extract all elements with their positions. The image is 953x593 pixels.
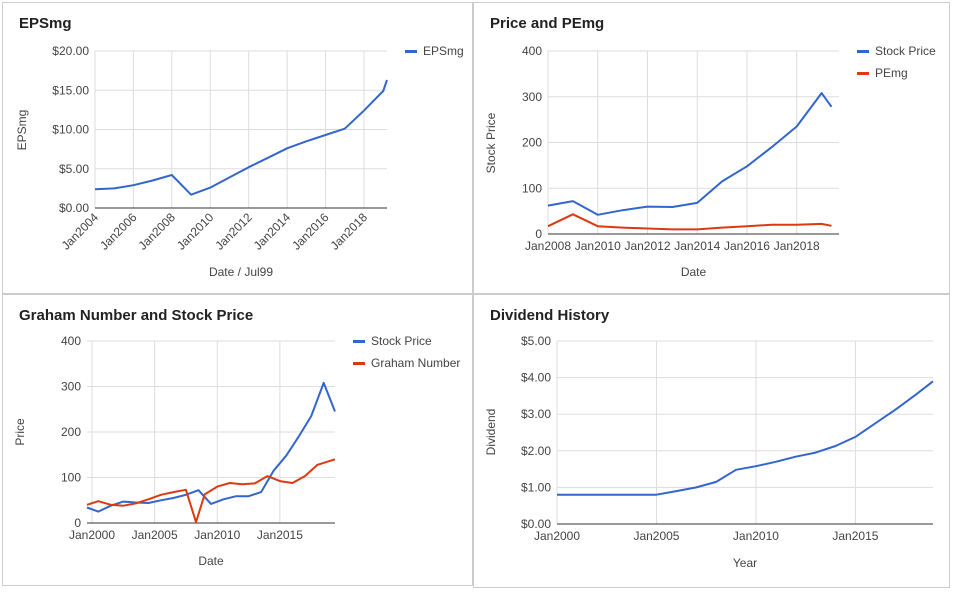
y-axis-label: EPSmg [15,110,29,151]
y-tick-label: 0 [535,227,542,241]
y-tick-label: $0.00 [59,201,89,215]
x-axis-label: Date [681,265,707,279]
y-tick-label: $0.00 [521,517,551,531]
x-tick-label: Jan2014 [674,239,720,253]
y-axis-label: Dividend [484,409,498,456]
y-tick-label: 0 [74,516,81,530]
graham-chart-title: Graham Number and Stock Price [19,307,254,324]
y-tick-label: $15.00 [52,83,89,97]
series-line-1 [547,213,832,231]
legend-swatch-1 [353,362,365,365]
y-tick-label: $5.00 [521,334,551,348]
price-pe-chart-svg: 0 100 200 300 400 Jan2008 Jan2010 Jan2012 Jan201… [484,44,936,279]
legend-label-0: EPSmg [423,44,464,58]
y-tick-label: $1.00 [521,480,551,494]
y-tick-label: $5.00 [59,162,89,176]
eps-chart-panel: EPSmg $0.00 $5.00 $10.00 $15.00 $20.00 Jan200… [2,2,473,294]
y-axis-label: Stock Price [484,112,498,173]
series-line-0 [547,92,833,216]
y-tick-label: 400 [61,334,81,348]
x-tick-label: Jan2008 [525,239,571,253]
x-tick-label: Jan2000 [534,529,580,543]
x-tick-label: Jan2000 [69,528,115,542]
x-axis-label: Date [198,554,224,568]
series-line-0 [94,79,388,196]
x-tick-label: Jan2004 [59,210,102,253]
graham-chart-panel: Graham Number and Stock Price 0 100 200 300… [2,294,473,586]
y-axis-label: Price [13,418,27,446]
x-tick-label: Jan2005 [633,529,679,543]
y-tick-label: $2.00 [521,444,551,458]
x-axis-label: Date / Jul99 [209,265,273,279]
y-tick-label: 300 [522,90,542,104]
y-tick-label: $3.00 [521,407,551,421]
y-tick-label: $10.00 [52,123,89,137]
x-tick-label: Jan2010 [733,529,779,543]
x-tick-label: Jan2008 [136,210,179,253]
y-tick-label: 400 [522,44,542,58]
x-axis-label: Year [733,556,757,570]
legend-label-1: PEmg [875,66,908,80]
x-tick-label: Jan2012 [212,210,255,253]
x-tick-label: Jan2015 [257,528,303,542]
x-tick-label: Jan2010 [174,210,217,253]
x-tick-label: Jan2005 [132,528,178,542]
x-tick-label: Jan2010 [575,239,621,253]
legend-swatch-0 [353,340,365,343]
x-tick-label: Jan2014 [251,210,294,253]
y-tick-label: $20.00 [52,44,89,58]
y-tick-label: $4.00 [521,371,551,385]
x-tick-label: Jan2018 [774,239,820,253]
x-tick-label: Jan2015 [832,529,878,543]
y-tick-label: 100 [61,471,81,485]
x-tick-label: Jan2018 [328,210,371,253]
y-tick-label: 200 [61,425,81,439]
price-pe-chart-panel: Price and PEmg 0 100 200 300 400 Jan2008 Jan20… [473,2,950,294]
legend-swatch-0 [405,50,417,53]
dividend-chart-svg: $0.00 $1.00 $2.00 $3.00 $4.00 $5.00 Jan2000 Jan… [484,334,934,570]
series-line-1 [86,458,336,524]
y-tick-label: 100 [522,181,542,195]
x-tick-label: Jan2006 [97,210,140,253]
legend-label-0: Stock Price [875,44,936,58]
x-tick-label: Jan2010 [194,528,240,542]
x-tick-label: Jan2012 [624,239,670,253]
legend-label-0: Stock Price [371,334,432,348]
graham-chart-svg: 0 100 200 300 400 Jan2000 Jan2005 Jan2010 Jan201… [13,334,460,568]
price-pe-chart-title: Price and PEmg [490,15,605,32]
dividend-chart-panel: Dividend History $0.00 $1.00 $2.00 $3.00 $4.… [473,294,950,588]
series-line-0 [86,381,336,513]
y-tick-label: 200 [522,136,542,150]
legend-swatch-1 [857,72,869,75]
eps-chart-svg: $0.00$5.00$10.00$15.00$20.00Jan2004Jan20… [15,44,464,279]
y-tick-label: 300 [61,380,81,394]
x-tick-label: Jan2016 [724,239,770,253]
series-line-0 [557,380,934,496]
dividend-chart-title: Dividend History [490,307,610,324]
eps-chart-title: EPSmg [19,15,72,32]
legend-swatch-0 [857,50,869,53]
x-tick-label: Jan2016 [289,210,332,253]
legend-label-1: Graham Number [371,356,460,370]
